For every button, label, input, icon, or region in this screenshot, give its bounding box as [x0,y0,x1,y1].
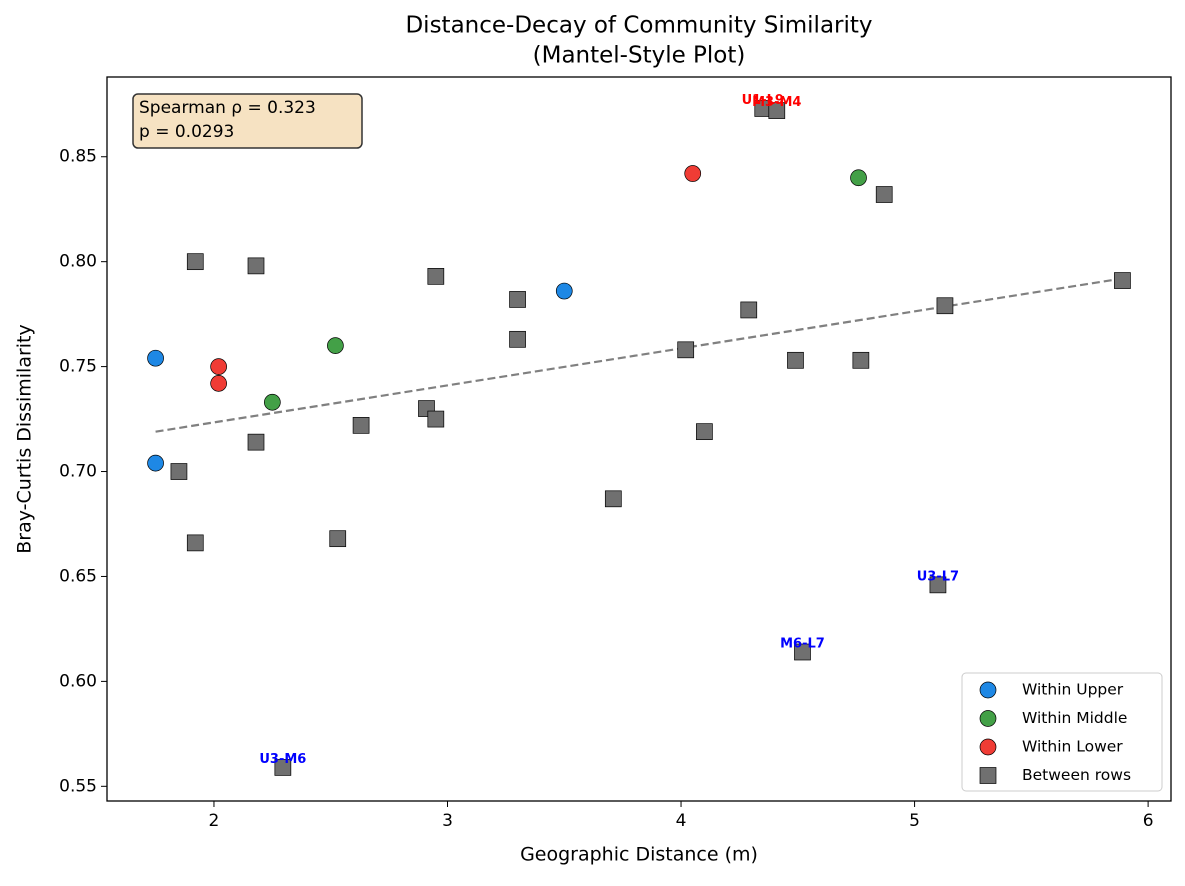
y-tick-label: 0.60 [59,671,97,691]
stats-text: Spearman ρ = 0.323 [139,98,316,118]
square-point [768,102,786,119]
circle-point [555,282,573,300]
y-tick-label: 0.75 [59,357,97,377]
square-point [875,186,893,203]
square-point [186,534,204,552]
x-tick-label: 5 [909,811,920,831]
square-point [274,759,292,776]
circle-point [684,165,702,182]
x-tick-label: 3 [442,811,453,831]
y-tick-label: 0.80 [59,252,97,272]
trend-line [155,277,1123,433]
circle-point [210,358,227,375]
y-axis-label: Bray-Curtis Dissimilarity [14,324,36,554]
square-point [509,291,526,308]
square-point [427,410,445,428]
y-tick-label: 0.70 [59,462,97,482]
legend-box [961,672,1163,792]
circle-point [327,337,344,354]
square-point [677,341,695,359]
point-annotation: U1-L9 [742,93,784,108]
square-point [1114,272,1131,289]
square-point [186,253,204,271]
square-point [352,417,370,434]
square-point [696,423,713,441]
square-point [740,301,758,319]
square-point [787,351,804,369]
square-point [936,297,954,315]
square-point [247,433,265,451]
x-tick-label: 2 [209,811,220,831]
square-point [247,257,265,275]
legend: Within Upper Within Middle Within Lower Bet… [961,672,1163,792]
stats-text: p = 0.0293 [139,122,234,142]
x-tick-label: 6 [1143,811,1154,831]
x-tick-label: 4 [676,811,687,831]
stats-box [132,93,363,149]
chart-subtitle: (Mantel-Style Plot) [533,43,746,69]
plot-frame [106,76,1172,802]
legend-marker [979,767,997,784]
legend-marker [979,738,997,756]
point-annotation: M3-M4 [752,95,801,110]
square-point [329,530,347,548]
chart-title: Distance-Decay of Community Similarity [405,13,872,39]
y-tick-label: 0.55 [59,776,97,796]
y-tick-label: 0.85 [59,147,97,167]
square-point [427,268,445,285]
legend-label: Within Lower [1022,738,1123,756]
square-point [509,330,526,348]
square-point [929,576,947,594]
legend-label: Between rows [1022,766,1131,784]
legend-marker [979,710,997,727]
legend-marker [979,681,997,699]
square-point [170,463,188,480]
circle-point [263,393,281,411]
circle-point [147,349,164,367]
legend-label: Within Upper [1022,681,1124,699]
point-annotation: M6-L7 [780,637,825,652]
circle-point [147,454,164,472]
point-annotation: U3-M6 [259,752,306,767]
circle-point [850,169,867,187]
circle-point [210,375,227,392]
legend-label: Within Middle [1022,709,1127,727]
square-point [852,351,870,369]
x-axis-label: Geographic Distance (m) [520,844,758,866]
square-point [604,490,622,508]
point-annotation: U3-L7 [917,569,959,584]
square-point [794,643,811,661]
y-tick-label: 0.65 [59,566,97,586]
